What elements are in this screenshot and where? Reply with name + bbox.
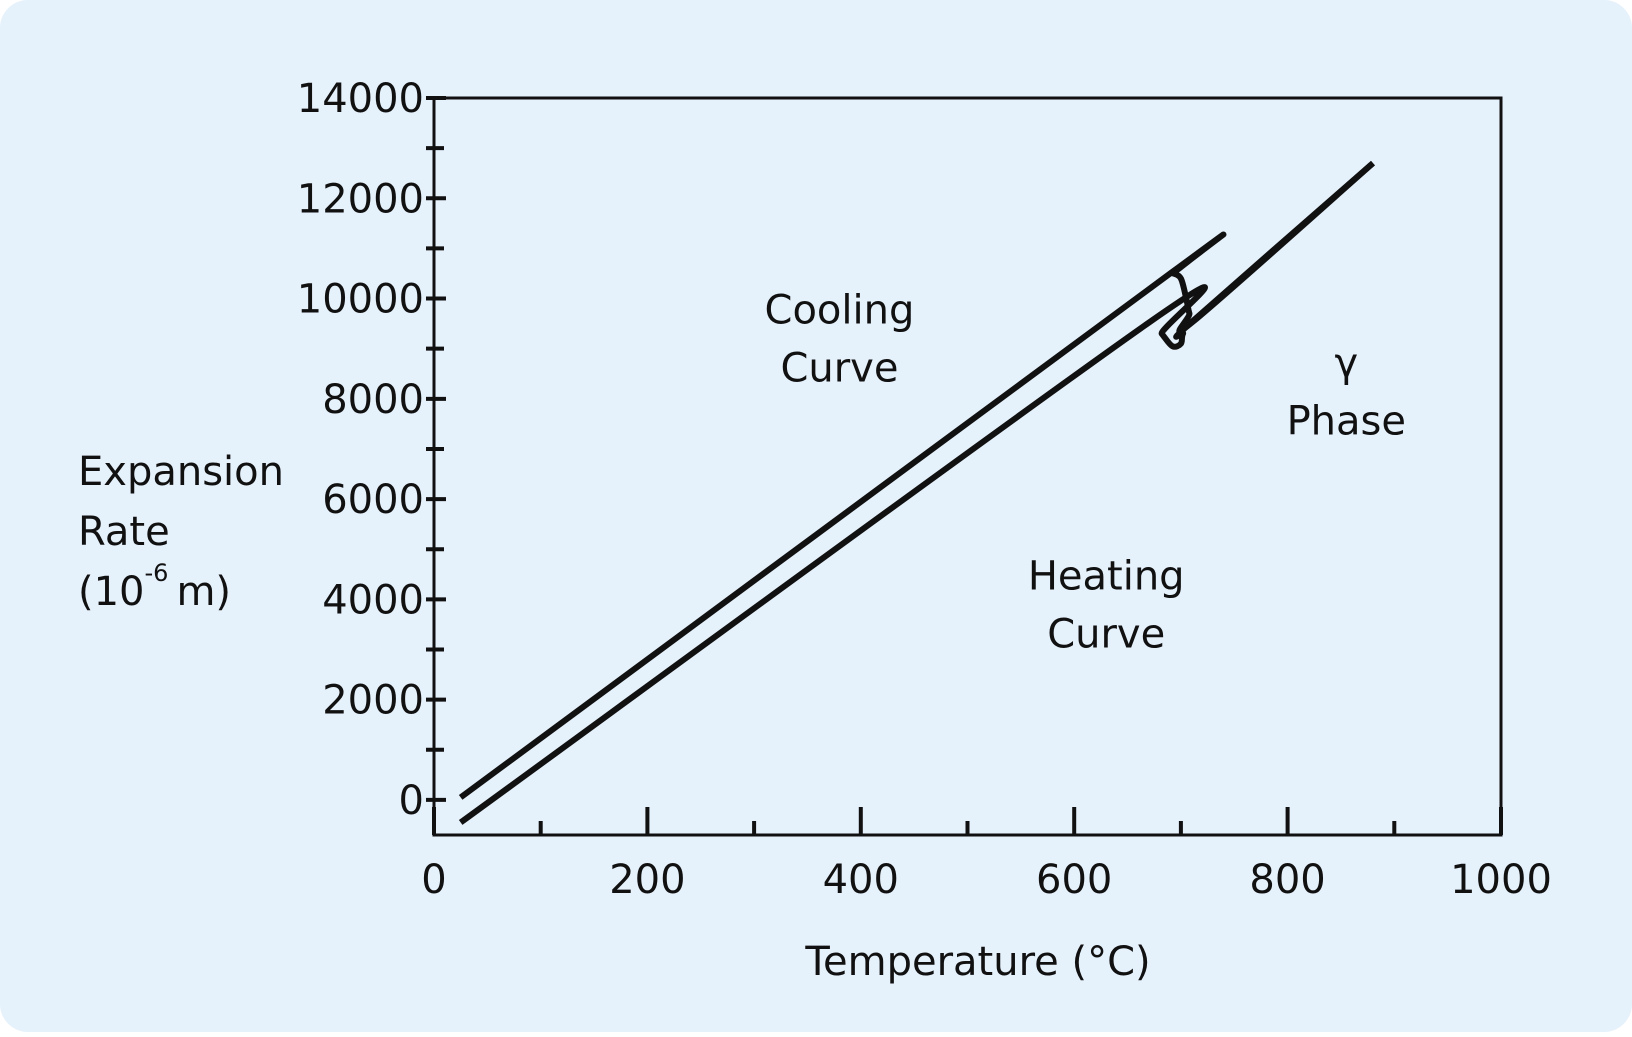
y-tick-label: 2000 [322, 678, 424, 724]
y-tick-label: 10000 [297, 277, 424, 323]
axis-ticks [426, 96, 1503, 835]
y-axis-title-line-1: Expansion [78, 449, 284, 495]
x-tick-label: 800 [1249, 857, 1325, 903]
x-tick-label: 600 [1036, 857, 1112, 903]
y-unit-exponent: -6 [145, 559, 169, 587]
y-unit-suffix: m) [176, 569, 231, 615]
y-tick-label: 4000 [322, 577, 424, 623]
annotation-2-line-1: Heating [1028, 553, 1185, 599]
y-tick-label: 8000 [322, 377, 424, 423]
x-tick-label: 1000 [1450, 857, 1552, 903]
x-tick-label: 200 [609, 857, 685, 903]
annotation-2-line-2: Curve [1047, 611, 1165, 657]
tick-labels: 0 200 400 600 800 100002000400060008000100001… [297, 76, 1552, 903]
y-unit-prefix: (10 [78, 569, 145, 615]
curve-line-2 [458, 160, 1375, 800]
annotation-1-line-2: Curve [780, 346, 898, 392]
y-axis-title-unit: (10-6 m) [78, 559, 231, 615]
y-tick-label: 0 [399, 778, 424, 824]
curve-line-1 [458, 160, 1375, 825]
x-axis-title: Temperature (°C) [804, 939, 1150, 985]
annotation-3-line-2: Phase [1287, 398, 1406, 444]
y-axis-title-line-2: Rate [78, 509, 170, 555]
x-tick-label: 0 [421, 857, 446, 903]
annotations: Cooling Curve Heating Curve γ Phase [765, 288, 1406, 658]
y-tick-label: 6000 [322, 477, 424, 523]
y-tick-label: 12000 [297, 176, 424, 222]
annotation-1-line-1: Cooling [765, 288, 915, 334]
y-axis-title: Expansion Rate (10-6 m) [78, 449, 284, 615]
data-series [458, 160, 1375, 825]
annotation-3-line-1: γ [1334, 340, 1358, 386]
x-tick-label: 400 [823, 857, 899, 903]
y-tick-label: 14000 [297, 76, 424, 122]
